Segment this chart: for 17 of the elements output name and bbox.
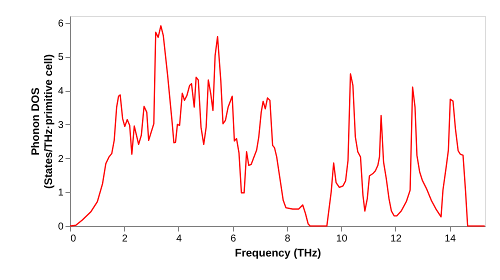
x-tick-label: 10 [336,234,348,244]
x-tick-label: 14 [444,234,456,244]
x-tick-label: 8 [284,234,291,244]
x-tick-label: 0 [70,234,76,244]
y-tick-label: 0 [58,222,64,232]
y-tick-label: 6 [58,18,64,30]
y-tick-label: 4 [58,86,64,98]
x-tick-label: 2 [122,234,128,244]
x-axis-title: Frequency (THz) [234,248,322,260]
x-tick-label: 4 [176,234,182,244]
x-tick-label: 6 [230,234,236,244]
y-tick-label: 3 [58,120,64,131]
x-tick-label: 12 [390,234,402,244]
y-axis-title: Phonon DOS (States/THz·primitive cell) [30,54,55,189]
y-tick-label: 1 [58,188,64,199]
y-tick-label: 5 [58,52,64,64]
y-tick-label: 2 [58,154,64,165]
